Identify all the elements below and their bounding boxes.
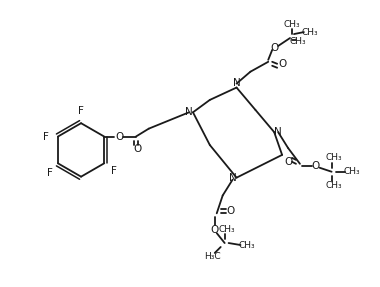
Text: CH₃: CH₃	[325, 153, 342, 162]
Text: O: O	[270, 43, 278, 53]
Text: F: F	[78, 106, 84, 116]
Text: F: F	[111, 166, 117, 176]
Text: O: O	[211, 225, 219, 235]
Text: N: N	[233, 77, 241, 88]
Text: F: F	[47, 168, 53, 178]
Text: CH₃: CH₃	[325, 181, 342, 190]
Text: O: O	[115, 131, 123, 141]
Text: O: O	[226, 206, 235, 216]
Text: O: O	[312, 161, 320, 171]
Text: CH₃: CH₃	[343, 167, 360, 176]
Text: O: O	[284, 157, 292, 167]
Text: CH₃: CH₃	[218, 225, 235, 234]
Text: H₃C: H₃C	[204, 252, 221, 261]
Text: O: O	[278, 59, 286, 69]
Text: O: O	[134, 144, 142, 154]
Text: CH₃: CH₃	[301, 28, 318, 36]
Text: CH₃: CH₃	[238, 241, 255, 249]
Text: CH₃: CH₃	[290, 38, 306, 46]
Text: N: N	[185, 107, 193, 117]
Text: F: F	[43, 131, 49, 141]
Text: N: N	[274, 127, 282, 137]
Text: N: N	[229, 173, 236, 183]
Text: CH₃: CH₃	[284, 20, 300, 29]
